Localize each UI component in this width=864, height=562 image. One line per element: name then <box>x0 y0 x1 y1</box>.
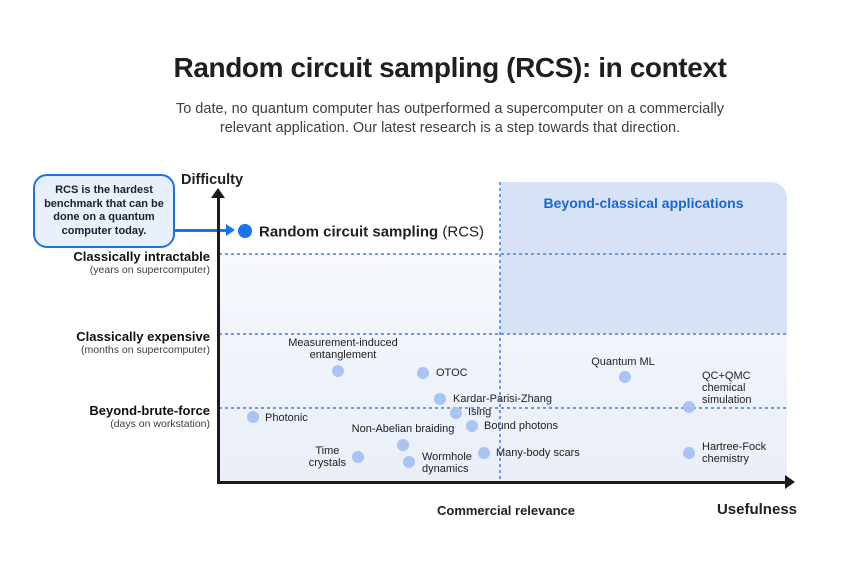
point-rcs-label: Random circuit sampling (RCS) <box>259 223 485 241</box>
x-axis-line <box>217 481 787 484</box>
point-ising-dot <box>450 407 462 419</box>
band-label: Classically expensive <box>76 329 210 344</box>
point-many-body-scars-dot <box>478 447 490 459</box>
point-qc-qmc-chemical-simulation-label: QC+QMC chemical simulation <box>702 370 752 406</box>
point-measurement-induced-entanglement-label: Measurement-induced entanglement <box>288 337 398 361</box>
point-photonic-dot <box>247 411 259 423</box>
point-non-abelian-braiding-dot <box>397 439 409 451</box>
point-hartree-fock-chemistry-dot <box>683 447 695 459</box>
point-otoc-dot <box>417 367 429 379</box>
point-quantum-ml-dot <box>619 371 631 383</box>
point-otoc-label: OTOC <box>436 367 468 379</box>
band-sublabel: (years on supercomputer) <box>89 264 210 276</box>
point-wormhole-dynamics-dot <box>403 456 415 468</box>
y-axis-arrowhead-icon <box>211 188 225 198</box>
x-axis-sublabel: Commercial relevance <box>436 503 576 518</box>
callout-arrowhead-icon <box>226 224 235 236</box>
band-sublabel: (days on workstation) <box>110 418 210 430</box>
band-beyond-brute-force: Beyond-brute-force (days on workstation) <box>0 404 210 431</box>
rcs-callout-box: RCS is the hardest benchmark that can be… <box>33 174 175 248</box>
classically-intractable-line <box>219 253 787 255</box>
callout-arrow <box>173 229 227 232</box>
point-quantum-ml-label: Quantum ML <box>591 356 655 368</box>
band-label: Classically intractable <box>73 249 210 264</box>
beyond-brute-force-line <box>219 407 787 409</box>
point-bound-photons-dot <box>466 420 478 432</box>
point-measurement-induced-entanglement-dot <box>332 365 344 377</box>
point-kardar-parisi-zhang-dot <box>434 393 446 405</box>
page-title: Random circuit sampling (RCS): in contex… <box>173 52 727 83</box>
point-time-crystals-dot <box>352 451 364 463</box>
point-wormhole-dynamics-label: Wormhole dynamics <box>422 451 472 475</box>
classically-expensive-line <box>219 333 787 335</box>
point-many-body-scars-label: Many-body scars <box>496 447 580 459</box>
point-photonic-label: Photonic <box>265 412 308 424</box>
band-classically-intractable: Classically intractable (years on superc… <box>0 250 210 277</box>
point-kardar-parisi-zhang-label: Kardar-Parisi-Zhang <box>453 393 553 405</box>
beyond-classical-region: Beyond-classical applications <box>500 182 787 334</box>
band-sublabel: (months on supercomputer) <box>81 344 210 356</box>
point-ising-label: Ising <box>468 406 492 418</box>
y-axis-label: Difficulty <box>180 172 244 188</box>
band-label: Beyond-brute-force <box>89 403 210 418</box>
point-bound-photons-label: Bound photons <box>484 420 559 432</box>
subtitle-line-1: To date, no quantum computer has outperf… <box>175 101 725 117</box>
subtitle-line-2: relevant application. Our latest researc… <box>219 120 681 136</box>
point-hartree-fock-chemistry-label: Hartree-Fock chemistry <box>702 441 767 465</box>
y-axis-line <box>217 196 220 483</box>
point-time-crystals-label: Time crystals <box>308 445 346 469</box>
point-rcs-dot <box>238 224 252 238</box>
point-non-abelian-braiding-label: Non-Abelian braiding <box>351 423 455 435</box>
point-qc-qmc-chemical-simulation-dot <box>683 401 695 413</box>
beyond-classical-region-label: Beyond-classical applications <box>543 195 744 211</box>
x-axis-label: Usefulness <box>716 501 798 518</box>
band-classically-expensive: Classically expensive (months on superco… <box>0 330 210 357</box>
x-axis-arrowhead-icon <box>785 475 795 489</box>
commercial-relevance-divider <box>499 182 501 482</box>
